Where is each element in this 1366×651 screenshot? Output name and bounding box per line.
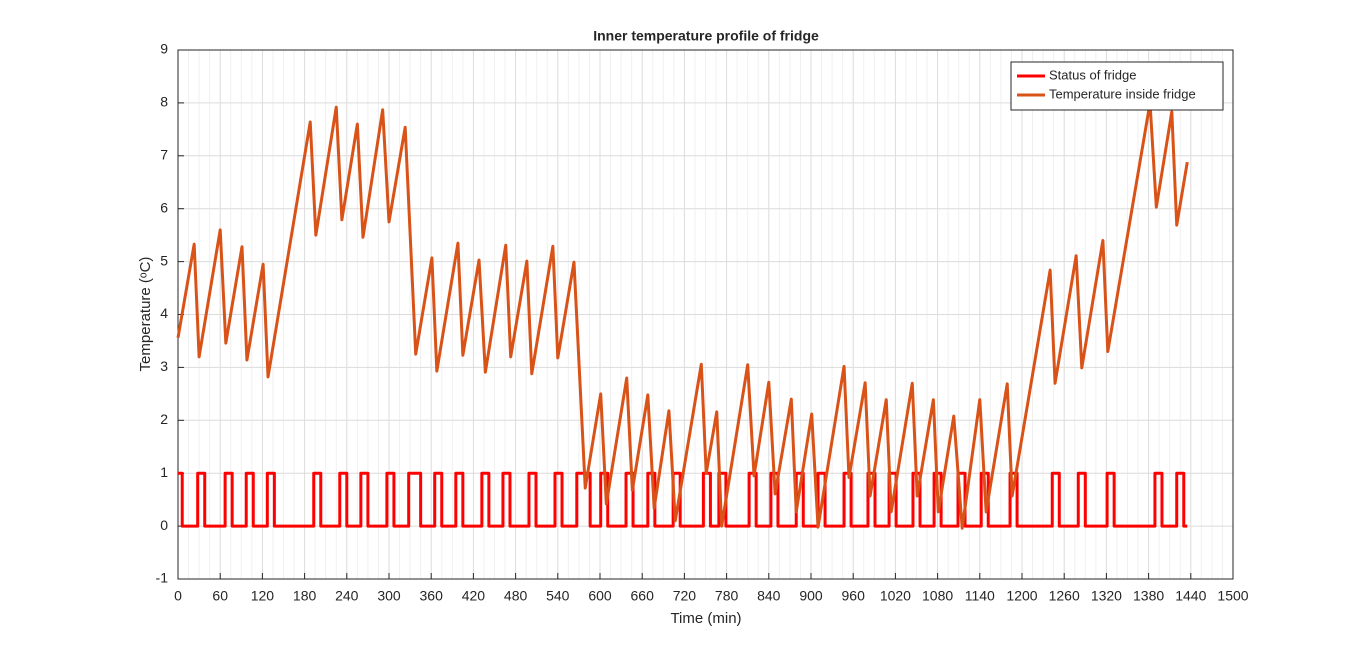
x-tick-label: 720 <box>673 588 697 604</box>
y-tick-label: 2 <box>160 411 168 427</box>
y-tick-label: 5 <box>160 252 168 268</box>
plot-frame <box>177 49 1234 580</box>
y-tick-label: 9 <box>160 41 168 57</box>
x-tick-label: 240 <box>335 588 359 604</box>
y-tick-label: 7 <box>160 147 168 163</box>
y-tick-label: -1 <box>156 570 169 586</box>
x-tick-label: 1260 <box>1049 588 1080 604</box>
x-tick-label: 780 <box>715 588 739 604</box>
chart-title: Inner temperature profile of fridge <box>593 28 819 44</box>
y-tick-label: 6 <box>160 199 168 215</box>
x-tick-label: 1200 <box>1006 588 1037 604</box>
x-tick-label: 1380 <box>1133 588 1164 604</box>
x-tick-label: 480 <box>504 588 528 604</box>
x-tick-label: 1440 <box>1175 588 1206 604</box>
x-tick-label: 0 <box>174 588 182 604</box>
x-tick-label: 660 <box>631 588 655 604</box>
legend: Status of fridge Temperature inside fridg… <box>1010 61 1224 111</box>
x-tick-label: 1080 <box>922 588 953 604</box>
x-tick-label: 60 <box>212 588 228 604</box>
legend-box <box>1010 61 1224 111</box>
legend-label: Status of fridge <box>1049 67 1136 82</box>
x-tick-label: 1320 <box>1091 588 1122 604</box>
x-tick-label: 1020 <box>880 588 911 604</box>
x-tick-label: 180 <box>293 588 317 604</box>
x-tick-label: 900 <box>799 588 823 604</box>
data-line <box>176 101 1189 530</box>
x-tick-label: 300 <box>377 588 401 604</box>
y-tick-label: 0 <box>160 517 168 533</box>
legend-label: Temperature inside fridge <box>1049 86 1196 101</box>
x-tick-label: 360 <box>420 588 444 604</box>
y-tick-label: 1 <box>160 464 168 480</box>
x-tick-label: 1500 <box>1217 588 1248 604</box>
y-tick-label: 3 <box>160 358 168 374</box>
x-tick-label: 1140 <box>965 588 995 604</box>
x-tick-label: 840 <box>757 588 781 604</box>
x-axis-label: Time (min) <box>670 610 741 627</box>
y-axis-label: Temperature (ᵒC) <box>137 257 154 372</box>
x-tick-label: 600 <box>588 588 612 604</box>
x-tick-label: 960 <box>842 588 866 604</box>
x-tick-label: 420 <box>462 588 486 604</box>
y-tick-label: 8 <box>160 94 168 110</box>
x-tick-label: 540 <box>546 588 570 604</box>
x-tick-label: 120 <box>251 588 275 604</box>
y-tick-label: 4 <box>160 305 168 321</box>
